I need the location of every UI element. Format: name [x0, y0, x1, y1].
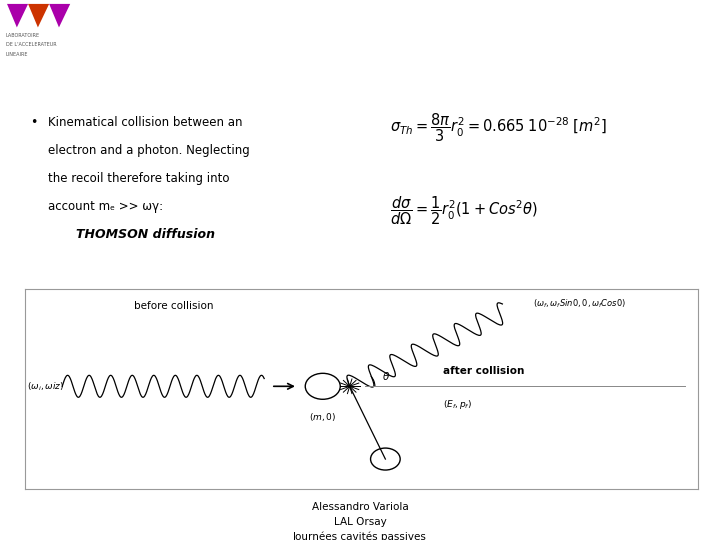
Polygon shape [7, 4, 28, 28]
Text: $(m, 0)$: $(m, 0)$ [309, 411, 336, 423]
Text: $\dfrac{d\sigma}{d\Omega} = \dfrac{1}{2} r_0^2 (1 + Cos^2\theta)$: $\dfrac{d\sigma}{d\Omega} = \dfrac{1}{2}… [390, 194, 538, 227]
Text: before collision: before collision [133, 301, 213, 312]
Text: $(E_f, p_f)$: $(E_f, p_f)$ [443, 398, 472, 411]
Text: electron and a photon. Neglecting: electron and a photon. Neglecting [48, 144, 250, 157]
Text: Introduction: Introduction [356, 12, 501, 32]
Text: $(\omega_f, \omega_f Sin0, 0, \omega_f Cos0)$: $(\omega_f, \omega_f Sin0, 0, \omega_f C… [534, 298, 626, 310]
Text: Kinematical collision between an: Kinematical collision between an [48, 116, 243, 129]
Polygon shape [28, 4, 49, 28]
Text: $(\omega_i, \omega i z)$: $(\omega_i, \omega i z)$ [27, 380, 63, 393]
Text: Thomson diffusion and Compton effect: Thomson diffusion and Compton effect [230, 50, 626, 68]
Text: LINEAIRE: LINEAIRE [6, 52, 28, 57]
Text: after collision: after collision [443, 366, 524, 376]
Text: $\sigma_{Th} = \dfrac{8\pi}{3} r_0^2 = 0.665 \; 10^{-28} \; [m^2]$: $\sigma_{Th} = \dfrac{8\pi}{3} r_0^2 = 0… [390, 111, 607, 144]
Text: Journées cavités passives: Journées cavités passives [293, 531, 427, 540]
Text: $\theta$: $\theta$ [382, 370, 390, 382]
Text: DE L'ACCELERATEUR: DE L'ACCELERATEUR [6, 42, 56, 48]
Text: THOMSON diffusion: THOMSON diffusion [76, 228, 215, 241]
Polygon shape [49, 4, 71, 28]
Text: LAL Orsay: LAL Orsay [333, 517, 387, 526]
Text: Alessandro Variola: Alessandro Variola [312, 502, 408, 512]
Text: •: • [30, 116, 37, 129]
Text: the recoil therefore taking into: the recoil therefore taking into [48, 172, 230, 185]
Text: account mₑ >> ωγ:: account mₑ >> ωγ: [48, 200, 163, 213]
Text: LABORATOIRE: LABORATOIRE [6, 33, 40, 38]
